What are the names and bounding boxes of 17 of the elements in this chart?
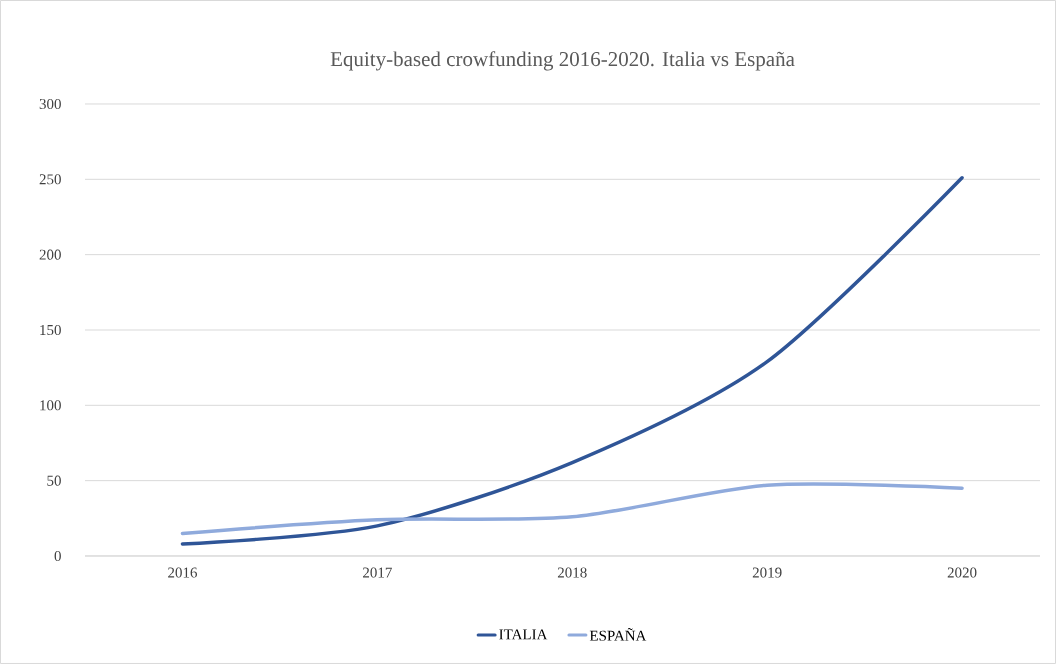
line-series xyxy=(180,482,964,536)
y-tick-label: 0 xyxy=(54,550,61,562)
legend-label: ESPAÑA xyxy=(589,628,647,641)
line-series xyxy=(180,176,964,546)
y-tick-label: 150 xyxy=(40,324,61,336)
x-tick-label: 2016 xyxy=(168,567,197,578)
x-tick-label: 2020 xyxy=(947,567,977,578)
y-tick-label: 250 xyxy=(39,174,61,185)
x-tick-label: 2019 xyxy=(752,567,782,578)
y-tick-label: 200 xyxy=(39,249,61,260)
y-tick-label: 300 xyxy=(39,98,61,110)
legend-label: ITALIA xyxy=(499,629,548,640)
x-tick-label: 2017 xyxy=(363,567,392,578)
x-tick-label: 2018 xyxy=(557,567,587,578)
chart-title: Equity-based crowfunding 2016-2020. Italia vs España xyxy=(330,51,795,71)
y-tick-label: 100 xyxy=(40,400,61,411)
y-tick-label: 50 xyxy=(47,475,61,486)
